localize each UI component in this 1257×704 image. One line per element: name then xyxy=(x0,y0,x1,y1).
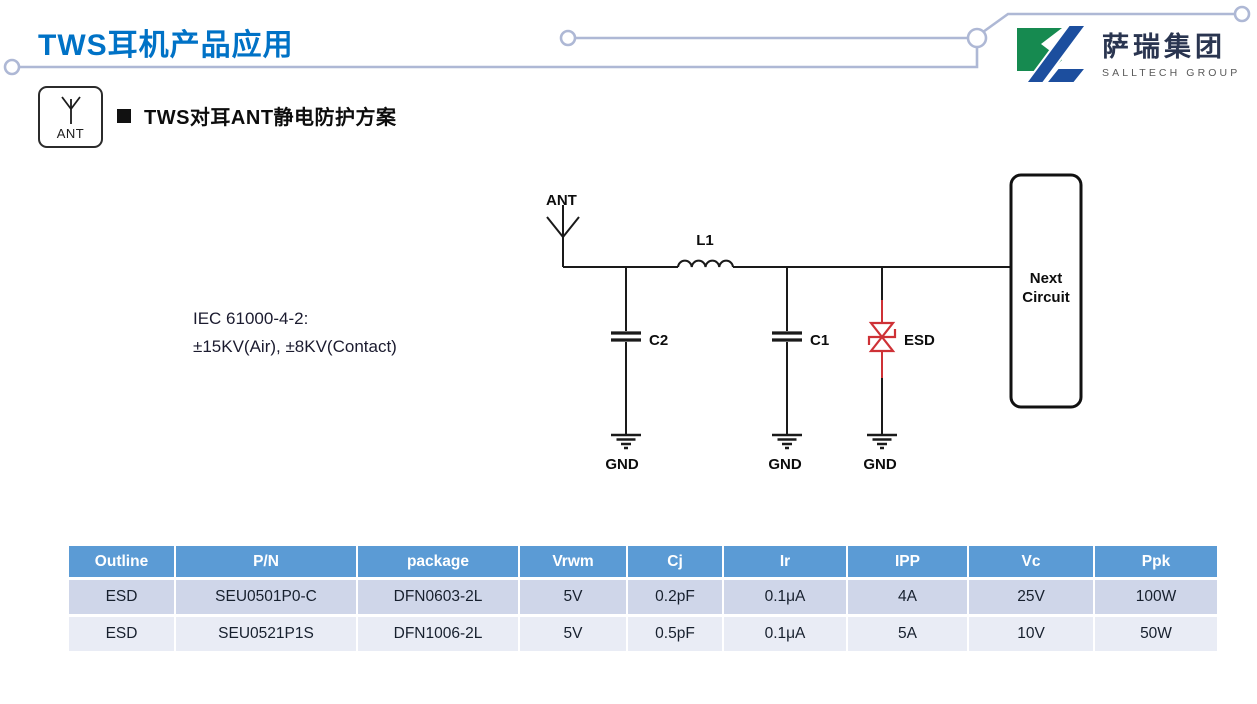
column-header: Outline xyxy=(69,546,174,577)
table-cell: 10V xyxy=(969,617,1093,651)
table-row: ESD SEU0521P1S DFN1006-2L 5V 0.5pF 0.1μA 5A 10V… xyxy=(69,617,1217,651)
ant-badge-label: ANT xyxy=(56,126,85,141)
table-cell: 0.1μA xyxy=(724,580,846,614)
ground-symbol xyxy=(867,433,897,450)
iec-note-line2: ±15KV(Air), ±8KV(Contact) xyxy=(193,336,397,356)
column-header: Ppk xyxy=(1095,546,1217,577)
logo-mark-icon xyxy=(1017,25,1089,83)
table-cell: 0.1μA xyxy=(724,617,846,651)
gnd-label: GND xyxy=(605,456,639,473)
table-cell: DFN0603-2L xyxy=(358,580,518,614)
esd-tvs-upper-triangle xyxy=(868,321,896,339)
inductor-l1-symbol xyxy=(677,259,734,268)
esd-tvs-bar xyxy=(867,329,897,345)
spec-table: Outline P/N package Vrwm Cj Ir IPP Vc Ppk ESD SEU… xyxy=(67,543,1219,654)
table-cell: 4A xyxy=(848,580,967,614)
table-cell: 5V xyxy=(520,580,626,614)
l1-label: L1 xyxy=(696,232,714,249)
next-circuit-box xyxy=(1009,173,1083,409)
esd-tvs-lower-triangle xyxy=(868,335,896,353)
table-cell: DFN1006-2L xyxy=(358,617,518,651)
c1-label: C1 xyxy=(810,332,829,349)
bullet-square-icon xyxy=(117,108,131,123)
table-cell: SEU0521P1S xyxy=(176,617,356,651)
table-cell: 100W xyxy=(1095,580,1217,614)
ant-label: ANT xyxy=(546,192,577,209)
next-circuit-label-line1: Next xyxy=(1030,270,1063,287)
table-cell: ESD xyxy=(69,580,174,614)
ground-symbol xyxy=(611,433,641,450)
table-cell: 5A xyxy=(848,617,967,651)
table-cell: 0.2pF xyxy=(628,580,722,614)
section-heading: TWS对耳ANT静电防护方案 xyxy=(117,101,397,130)
column-header: Vc xyxy=(969,546,1093,577)
ground-symbol xyxy=(772,433,802,450)
column-header: Ir xyxy=(724,546,846,577)
logo-en-text: SALLTECH GROUP xyxy=(1102,67,1241,79)
antenna-arms-line xyxy=(546,216,580,238)
table-header-row: Outline P/N package Vrwm Cj Ir IPP Vc Ppk xyxy=(69,546,1217,577)
column-header: Cj xyxy=(628,546,722,577)
section-heading-text: TWS对耳ANT静电防护方案 xyxy=(144,107,397,129)
table-cell: 25V xyxy=(969,580,1093,614)
next-circuit-label-line2: Circuit xyxy=(1022,289,1070,306)
spec-table-container: Outline P/N package Vrwm Cj Ir IPP Vc Ppk ESD SEU… xyxy=(67,543,1217,654)
iec-note-line1: IEC 61000-4-2: xyxy=(193,309,309,328)
page-title: TWS耳机产品应用 xyxy=(38,29,294,62)
gnd-label: GND xyxy=(768,456,802,473)
gnd-label: GND xyxy=(863,456,897,473)
table-cell: 0.5pF xyxy=(628,617,722,651)
company-logo: 萨瑞集团 SALLTECH GROUP xyxy=(1016,25,1246,87)
table-cell: 50W xyxy=(1095,617,1217,651)
table-cell: ESD xyxy=(69,617,174,651)
table-body: ESD SEU0501P0-C DFN0603-2L 5V 0.2pF 0.1μA 4A 25… xyxy=(69,580,1217,651)
c2-label: C2 xyxy=(649,332,668,349)
capacitor-c2-symbol xyxy=(611,331,641,342)
column-header: P/N xyxy=(176,546,356,577)
table-cell: SEU0501P0-C xyxy=(176,580,356,614)
table-cell: 5V xyxy=(520,617,626,651)
table-row: ESD SEU0501P0-C DFN0603-2L 5V 0.2pF 0.1μA 4A 25… xyxy=(69,580,1217,614)
esd-label: ESD xyxy=(904,332,935,349)
capacitor-c1-symbol xyxy=(772,331,802,342)
antenna-icon xyxy=(60,96,81,124)
iec-note: IEC 61000-4-2: ±15KV(Air), ±8KV(Contact) xyxy=(193,305,397,360)
circuit-schematic: ANT L1 C2 C1 ESD Next Circuit GND GND GN… xyxy=(546,173,1083,473)
column-header: IPP xyxy=(848,546,967,577)
ant-badge: ANT xyxy=(38,86,103,148)
logo-cn-text: 萨瑞集团 xyxy=(1102,32,1226,62)
column-header: Vrwm xyxy=(520,546,626,577)
column-header: package xyxy=(358,546,518,577)
